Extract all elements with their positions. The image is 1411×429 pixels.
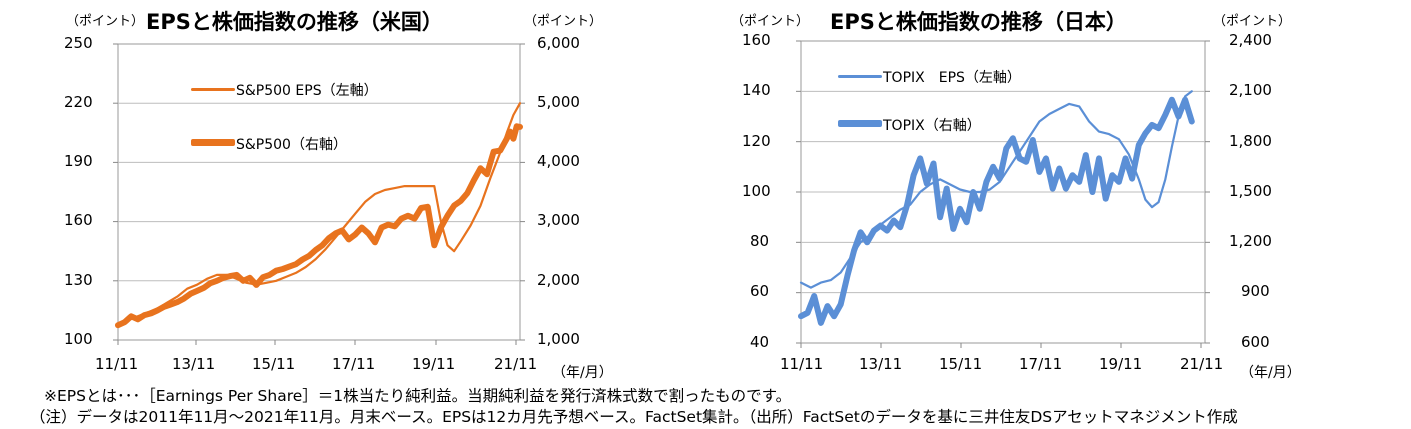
y-left-tick: 40 [750,333,770,351]
x-tick: 21/11 [1180,355,1224,373]
legend-eps-line [191,88,235,91]
x-tick: 17/11 [332,355,376,373]
y-left-tick: 140 [742,81,771,99]
series-eps-line [116,102,522,328]
y-right-tick: 900 [1241,282,1270,300]
right-axis-unit: （ポイント） [1213,14,1292,29]
y-left-tick: 220 [64,93,93,111]
right-axis-unit: （ポイント） [524,14,603,29]
y-right-tick: 2,400 [1229,31,1272,49]
y-left-tick: 100 [64,330,93,348]
series-index-line [798,96,1195,326]
legend-eps-label: TOPIX EPS（左軸） [883,70,1021,86]
y-left-tick: 120 [742,132,771,150]
chart-us: （ポイント） EPSと株価指数の推移（米国） （ポイント） 250 220 19… [0,0,700,385]
y-left-tick: 80 [750,232,770,250]
y-left-tick: 130 [64,271,93,289]
y-left-tick: 250 [64,34,93,52]
y-right-tick: 600 [1241,333,1270,351]
y-left-tick: 190 [64,152,93,170]
x-tick: 13/11 [859,355,903,373]
legend-index-line [838,120,882,127]
y-right-tick: 2,000 [537,271,580,289]
x-tick: 15/11 [252,355,296,373]
y-left-tick: 60 [750,282,770,300]
chart-title: EPSと株価指数の推移（日本） [830,10,1127,34]
x-tick: 17/11 [1019,355,1063,373]
footnote-eps-definition: ※EPSとは･･･［Earnings Per Share］＝1株当たり純利益。当… [44,387,792,405]
y-left-tick: 100 [742,182,771,200]
y-right-tick: 1,800 [1229,132,1272,150]
plot-area [796,40,1210,348]
x-tick: 11/11 [95,355,139,373]
y-left-tick: 160 [64,211,93,229]
chart-title: EPSと株価指数の推移（米国） [146,10,443,34]
footnote-source: （注）データは2011年11月～2021年11月。月末ベース。EPSは12カ月先… [30,408,1238,426]
x-tick: 19/11 [1099,355,1143,373]
x-tick: 15/11 [939,355,983,373]
y-right-tick: 2,100 [1229,81,1272,99]
x-tick: 21/11 [494,355,538,373]
y-right-tick: 3,000 [537,211,580,229]
y-right-tick: 5,000 [537,93,580,111]
series-index-line [115,123,523,329]
left-axis-unit: （ポイント） [66,14,145,29]
x-tick: 11/11 [780,355,824,373]
plot-frame [117,43,521,341]
legend-index-label: TOPIX（右軸） [883,118,981,134]
x-axis-unit: （年/月） [552,365,613,381]
x-tick: 19/11 [412,355,456,373]
x-axis-unit: （年/月） [1240,365,1301,381]
y-right-tick: 1,200 [1229,232,1272,250]
chart-jp: （ポイント） EPSと株価指数の推移（日本） （ポイント） 160 140 12… [705,0,1405,385]
left-axis-unit: （ポイント） [731,14,810,29]
legend-eps-label: S&P500 EPS（左軸） [236,83,378,99]
plot-area [113,43,525,345]
y-right-tick: 1,500 [1229,182,1272,200]
y-left-tick: 160 [742,31,771,49]
x-tick: 13/11 [172,355,216,373]
legend-eps-line [838,75,882,78]
legend-index-label: S&P500（右軸） [236,137,347,153]
y-right-tick: 4,000 [537,152,580,170]
y-right-tick: 1,000 [537,330,580,348]
legend-index-line [191,139,235,146]
y-right-tick: 6,000 [537,34,580,52]
